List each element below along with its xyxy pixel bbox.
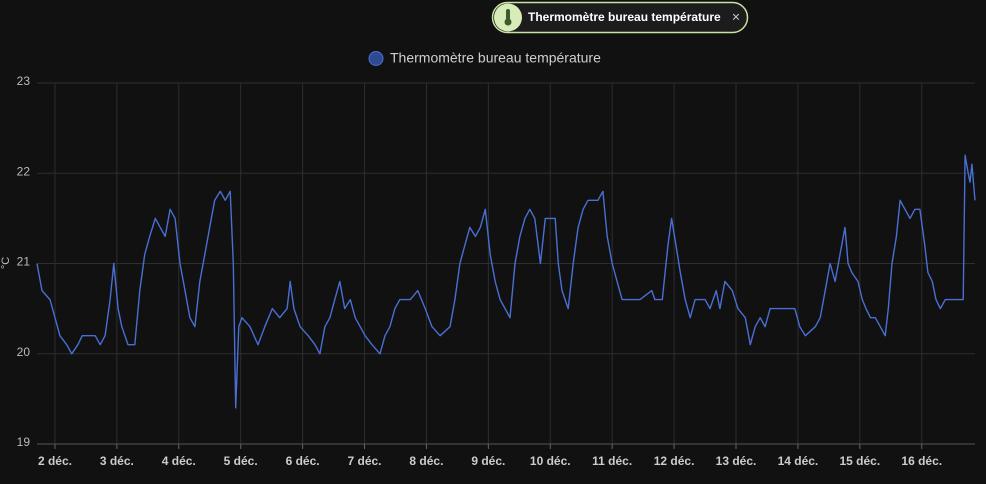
x-tick-label: 11 déc. [592,454,632,468]
x-tick-label: 3 déc. [100,454,134,468]
x-tick-label: 14 déc. [778,454,819,468]
x-tick-label: 2 déc. [38,454,72,468]
x-tick-label: 4 déc. [162,454,196,468]
y-axis-label: °C [0,257,12,269]
legend-swatch [368,51,384,66]
y-tick-label: 21 [17,255,31,269]
thermometer-icon [506,9,510,20]
x-tick-label: 5 déc. [224,454,258,468]
thermometer-bulb [504,18,512,26]
chip-label: Thermomètre bureau température [528,10,721,24]
x-tick-label: 7 déc. [348,454,382,468]
y-tick-label: 20 [17,345,31,359]
x-tick-label: 13 déc. [716,454,757,468]
x-tick-label: 15 déc. [839,454,880,468]
x-tick-label: 12 déc. [654,454,695,468]
x-tick-label: 6 déc. [286,454,320,468]
series-line [36,154,976,409]
x-tick-label: 16 déc. [901,454,942,468]
y-tick-label: 22 [17,164,31,178]
y-tick-label: 19 [17,435,31,449]
y-tick-label: 23 [17,74,31,88]
legend-label: Thermomètre bureau température [390,50,601,66]
chip-close[interactable]: × [732,9,740,25]
chip[interactable]: Thermomètre bureau température × [491,1,749,34]
x-tick-label: 10 déc. [530,454,571,468]
x-tick-label: 9 déc. [471,454,505,468]
chip-border [491,1,749,34]
x-tick-label: 8 déc. [409,454,443,468]
